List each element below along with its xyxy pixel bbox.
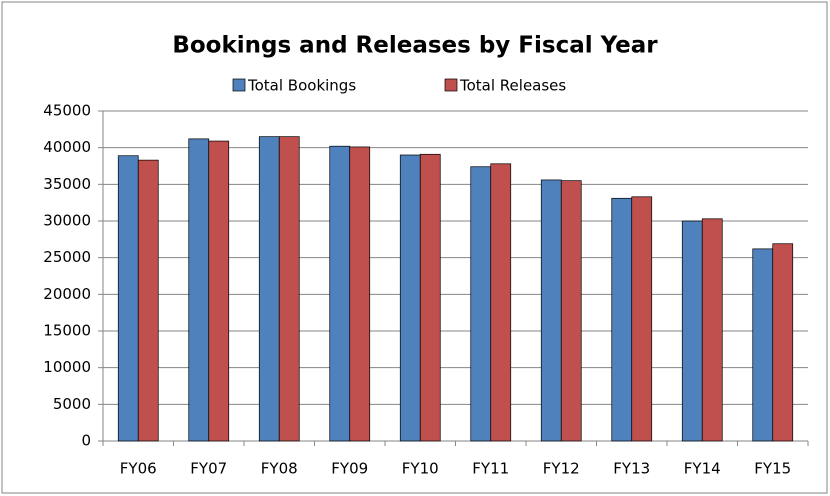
- y-tick-label: 45000: [43, 102, 91, 120]
- bar: [188, 138, 210, 442]
- y-tick-label: 30000: [43, 212, 91, 230]
- bar: [208, 140, 230, 442]
- bar: [772, 243, 794, 442]
- x-tick-label: FY07: [190, 460, 227, 478]
- y-tick-label: 10000: [43, 358, 91, 376]
- bar: [419, 153, 441, 442]
- y-tick-label: 0: [81, 432, 91, 450]
- x-tick-label: FY13: [613, 460, 650, 478]
- y-tick-label: 20000: [43, 285, 91, 303]
- bar: [681, 220, 703, 442]
- x-tick-label: FY11: [472, 460, 509, 478]
- y-tick-label: 35000: [43, 175, 91, 193]
- bar: [258, 136, 280, 442]
- bar: [560, 180, 582, 442]
- legend-label: Total Bookings: [247, 77, 356, 95]
- x-tick-label: FY09: [331, 460, 368, 478]
- x-tick-label: FY10: [402, 460, 439, 478]
- bar: [470, 166, 492, 442]
- bar: [611, 197, 633, 442]
- bar: [540, 179, 562, 442]
- y-tick-label: 25000: [43, 248, 91, 266]
- bar: [490, 163, 512, 442]
- legend-swatch: [444, 78, 458, 92]
- y-tick-label: 5000: [53, 395, 91, 413]
- legend-swatch: [232, 78, 246, 92]
- bar: [399, 154, 421, 442]
- x-tick-label: FY12: [543, 460, 580, 478]
- bar: [631, 196, 653, 442]
- bar: [329, 145, 351, 442]
- y-tick-label: 15000: [43, 322, 91, 340]
- y-tick-label: 40000: [43, 138, 91, 156]
- x-tick-label: FY08: [261, 460, 298, 478]
- chart-title: Bookings and Releases by Fiscal Year: [172, 33, 658, 59]
- bar: [278, 136, 300, 442]
- x-tick-label: FY06: [120, 460, 157, 478]
- bar: [117, 155, 139, 442]
- legend-label: Total Releases: [459, 77, 566, 95]
- x-tick-label: FY14: [684, 460, 721, 478]
- bar: [349, 146, 371, 442]
- bar: [137, 159, 159, 442]
- bar: [752, 248, 774, 442]
- x-tick-label: FY15: [754, 460, 791, 478]
- bar: [701, 218, 723, 442]
